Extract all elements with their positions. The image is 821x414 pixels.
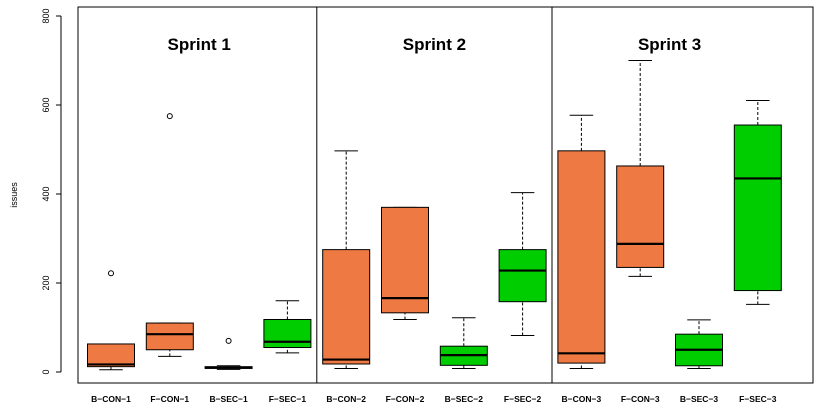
outlier-point [166,113,173,120]
sprint-title: Sprint 1 [168,35,231,54]
box-body [87,343,135,368]
x-tick-label: F−SEC−2 [504,394,542,404]
box-body [498,249,547,303]
outlier-point [225,337,232,344]
box-11 [733,100,782,305]
y-tick-label: 400 [41,186,51,201]
y-tick-label: 0 [41,369,51,374]
box-0 [87,270,135,371]
box-10 [675,319,723,369]
x-tick-label: B−CON−3 [562,394,602,404]
box-3 [263,300,312,354]
x-tick-label: F−SEC−3 [739,394,777,404]
x-tick-label: F−CON−1 [150,394,189,404]
box-9 [616,60,665,277]
x-tick-label: B−SEC−1 [209,394,248,404]
sprint-titles: Sprint 1 Sprint 2 Sprint 3 [168,35,702,54]
y-tick-label: 600 [41,97,51,112]
box-body [263,318,312,349]
sprint-title: Sprint 2 [403,35,466,54]
box-body [381,206,429,314]
panel-separators [316,7,553,383]
sprint-title: Sprint 3 [638,35,701,54]
x-tick-label: B−SEC−2 [445,394,484,404]
plot-frame [77,6,814,384]
box-1 [145,113,194,357]
y-tick-label: 200 [41,275,51,290]
x-tick-label: B−CON−2 [326,394,366,404]
box-2 [204,337,253,370]
box-body [322,249,371,365]
y-axis-label: issues [9,182,19,208]
box-body [145,322,194,351]
x-tick-label: F−SEC−1 [269,394,307,404]
box-4 [322,150,371,369]
box-5 [381,206,429,320]
box-body [557,150,606,364]
y-tick-label: 800 [41,8,51,23]
outlier-point [108,270,114,277]
y-axis: 0 200 400 600 800 [41,8,62,375]
box-7 [498,192,547,337]
box-8 [557,114,606,369]
box-6 [439,317,488,369]
boxes [87,60,782,371]
x-tick-label: B−CON−1 [91,394,131,404]
box-body [733,124,782,292]
x-tick-labels: B−CON−1 F−CON−1 B−SEC−1 F−SEC−1 B−CON−2 F−CON… [91,394,777,404]
x-tick-label: F−CON−2 [386,394,425,404]
x-tick-label: B−SEC−3 [680,394,719,404]
box-body [616,165,665,268]
x-tick-label: F−CON−3 [621,394,660,404]
